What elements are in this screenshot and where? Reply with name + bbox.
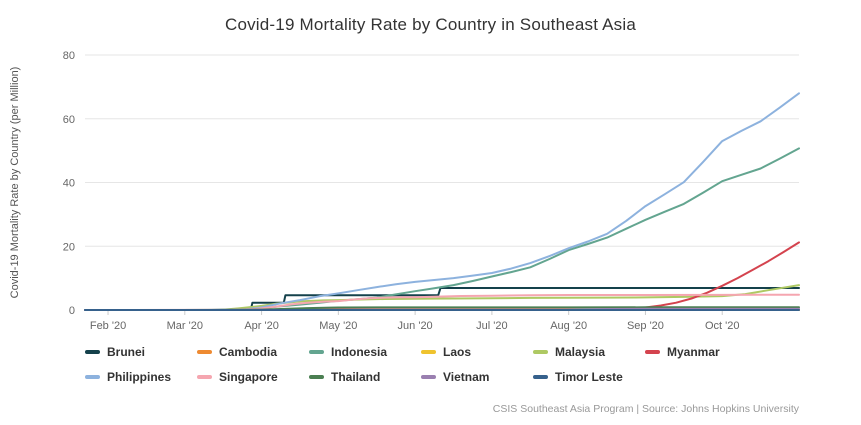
x-tick-label: Jun '20 — [398, 320, 433, 332]
legend-item-myanmar[interactable]: Myanmar — [645, 345, 757, 359]
legend-item-singapore[interactable]: Singapore — [197, 370, 309, 384]
legend-marker-cambodia — [197, 350, 212, 354]
legend-marker-myanmar — [645, 350, 660, 354]
series-line-myanmar — [84, 241, 800, 311]
x-tick-label: Apr '20 — [244, 320, 279, 332]
x-tick-label: Mar '20 — [167, 320, 203, 332]
x-tick-label: Oct '20 — [705, 320, 740, 332]
y-tick-label: 0 — [69, 305, 75, 317]
series-line-singapore — [84, 293, 800, 311]
legend-label: Laos — [443, 345, 472, 359]
chart-title: Covid-19 Mortality Rate by Country in So… — [224, 15, 637, 34]
y-axis-title: Covid-19 Mortality Rate by Country (per … — [9, 67, 21, 299]
legend-item-philippines[interactable]: Philippines — [85, 370, 197, 384]
legend-marker-timor-leste — [533, 375, 548, 379]
legend-marker-philippines — [85, 375, 100, 379]
legend-item-thailand[interactable]: Thailand — [309, 370, 421, 384]
legend: Brunei Cambodia Indonesia Laos Malaysia Myanm… — [85, 345, 861, 384]
legend-item-timor-leste[interactable]: Timor Leste — [533, 370, 645, 384]
legend-item-vietnam[interactable]: Vietnam — [421, 370, 533, 384]
legend-item-indonesia[interactable]: Indonesia — [309, 345, 421, 359]
legend-label: Cambodia — [219, 345, 278, 359]
legend-marker-brunei — [85, 350, 100, 354]
legend-label: Malaysia — [555, 345, 606, 359]
legend-label: Philippines — [107, 370, 172, 384]
credits: CSIS Southeast Asia Program | Source: Jo… — [492, 403, 799, 415]
y-tick-label: 80 — [63, 50, 75, 62]
y-tick-label: 20 — [63, 241, 75, 253]
legend-item-brunei[interactable]: Brunei — [85, 345, 197, 359]
legend-marker-indonesia — [309, 350, 324, 354]
legend-label: Myanmar — [667, 345, 720, 359]
legend-label: Thailand — [331, 370, 381, 384]
x-tick-label: Sep '20 — [627, 320, 664, 332]
legend-marker-singapore — [197, 375, 212, 379]
legend-label: Brunei — [107, 345, 146, 359]
legend-marker-malaysia — [533, 350, 548, 354]
plot-area: 0 20 40 60 80 Feb '20 Mar '20 Apr '20 May '20 Jun… — [9, 50, 800, 332]
x-tick-label: Aug '20 — [550, 320, 587, 332]
legend-item-cambodia[interactable]: Cambodia — [197, 345, 309, 359]
legend-marker-vietnam — [421, 375, 436, 379]
y-tick-label: 40 — [63, 178, 75, 190]
legend-item-laos[interactable]: Laos — [421, 345, 533, 359]
legend-label: Singapore — [219, 370, 278, 384]
legend-item-malaysia[interactable]: Malaysia — [533, 345, 645, 359]
x-tick-label: Jul '20 — [476, 320, 507, 332]
legend-label: Indonesia — [331, 345, 388, 359]
y-tick-label: 60 — [63, 114, 75, 126]
series-line-philippines — [84, 92, 800, 311]
legend-label: Vietnam — [443, 370, 490, 384]
legend-marker-thailand — [309, 375, 324, 379]
legend-marker-laos — [421, 350, 436, 354]
x-tick-label: May '20 — [319, 320, 357, 332]
x-tick-label: Feb '20 — [90, 320, 126, 332]
legend-label: Timor Leste — [555, 370, 623, 384]
